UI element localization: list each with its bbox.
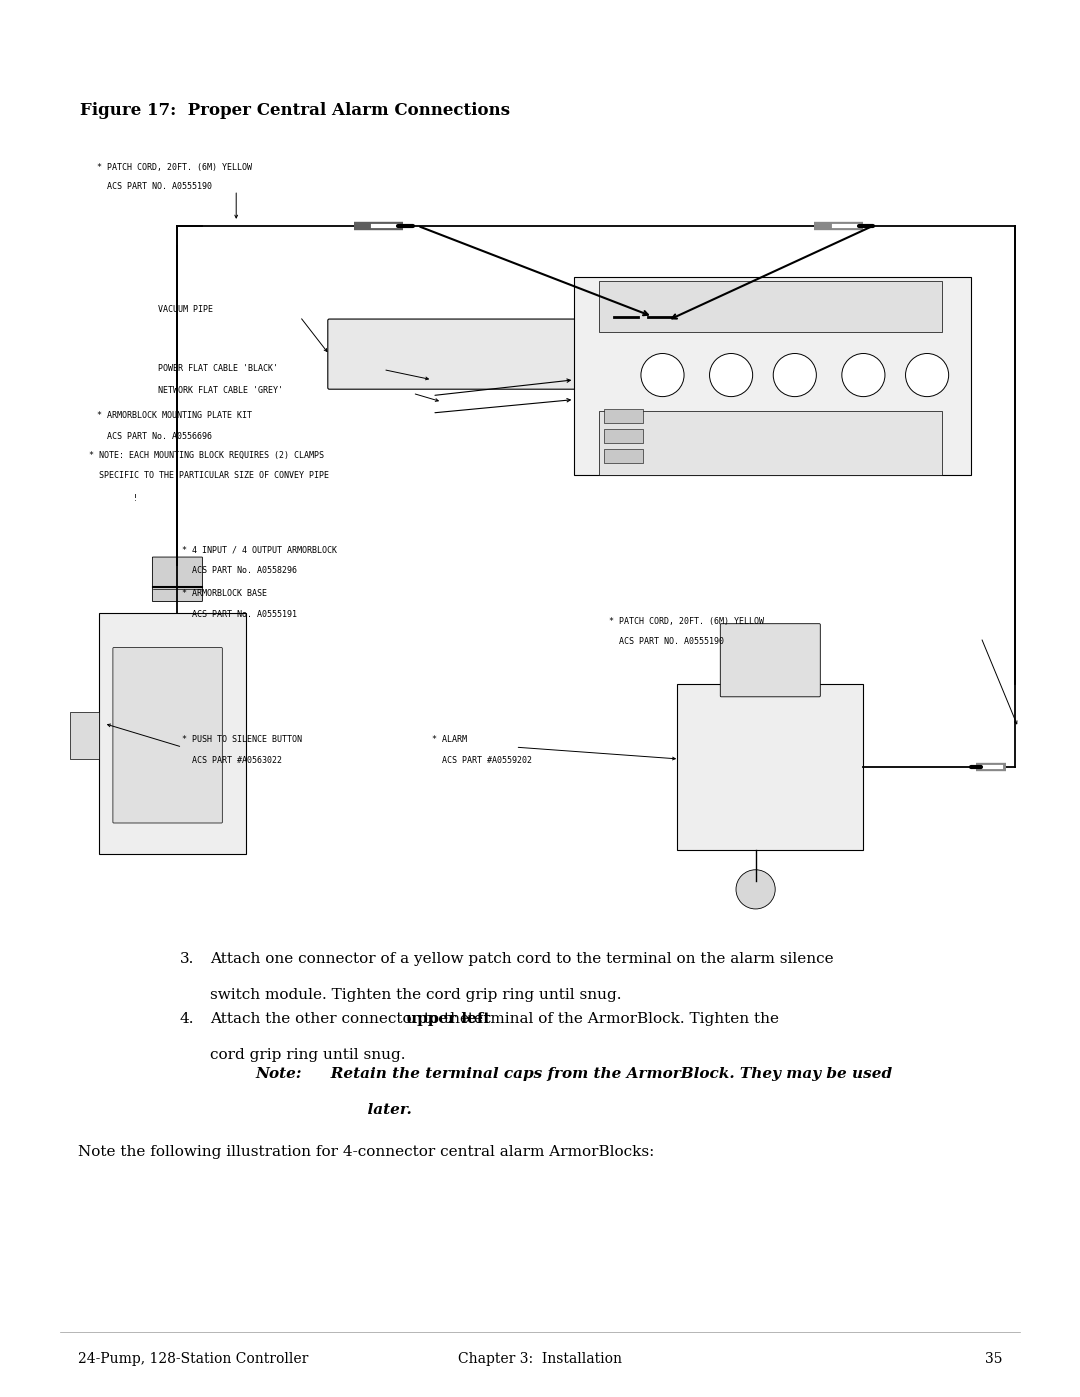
FancyBboxPatch shape bbox=[598, 411, 942, 475]
Text: cord grip ring until snug.: cord grip ring until snug. bbox=[210, 1048, 405, 1062]
Text: * PATCH CORD, 20FT. (6M) YELLOW: * PATCH CORD, 20FT. (6M) YELLOW bbox=[609, 617, 764, 626]
FancyBboxPatch shape bbox=[720, 623, 821, 697]
Text: * PUSH TO SILENCE BUTTON: * PUSH TO SILENCE BUTTON bbox=[183, 735, 302, 745]
Text: 3.: 3. bbox=[180, 951, 194, 965]
Text: 35: 35 bbox=[985, 1352, 1002, 1366]
Text: ACS PART NO. A0555190: ACS PART NO. A0555190 bbox=[97, 182, 212, 191]
Text: Note:: Note: bbox=[255, 1067, 301, 1081]
Circle shape bbox=[773, 353, 816, 397]
Text: Chapter 3:  Installation: Chapter 3: Installation bbox=[458, 1352, 622, 1366]
Text: ACS PART No. A0556696: ACS PART No. A0556696 bbox=[97, 432, 212, 441]
Text: * ARMORBLOCK BASE: * ARMORBLOCK BASE bbox=[183, 590, 268, 598]
Text: Attach the other connector to the: Attach the other connector to the bbox=[210, 1011, 474, 1025]
FancyBboxPatch shape bbox=[604, 409, 643, 423]
Circle shape bbox=[640, 353, 684, 397]
Text: * NOTE: EACH MOUNTING BLOCK REQUIRES (2) CLAMPS: * NOTE: EACH MOUNTING BLOCK REQUIRES (2)… bbox=[90, 451, 324, 460]
FancyBboxPatch shape bbox=[99, 613, 246, 854]
Circle shape bbox=[841, 353, 885, 397]
Circle shape bbox=[735, 870, 775, 909]
FancyBboxPatch shape bbox=[113, 648, 222, 823]
Circle shape bbox=[710, 353, 753, 397]
Text: POWER FLAT CABLE 'BLACK': POWER FLAT CABLE 'BLACK' bbox=[158, 365, 278, 373]
Text: ACS PART No. A0555191: ACS PART No. A0555191 bbox=[183, 609, 297, 619]
Text: ACS PART NO. A0555190: ACS PART NO. A0555190 bbox=[609, 637, 724, 647]
FancyBboxPatch shape bbox=[575, 277, 971, 475]
Text: VACUUM PIPE: VACUUM PIPE bbox=[158, 305, 213, 314]
Text: Attach one connector of a yellow patch cord to the terminal on the alarm silence: Attach one connector of a yellow patch c… bbox=[210, 951, 834, 965]
Text: Figure 17:  Proper Central Alarm Connections: Figure 17: Proper Central Alarm Connecti… bbox=[80, 102, 510, 119]
Circle shape bbox=[905, 353, 948, 397]
FancyBboxPatch shape bbox=[604, 448, 643, 462]
Text: * 4 INPUT / 4 OUTPUT ARMORBLOCK: * 4 INPUT / 4 OUTPUT ARMORBLOCK bbox=[183, 546, 337, 555]
FancyBboxPatch shape bbox=[598, 281, 942, 332]
Text: * ARMORBLOCK MOUNTING PLATE KIT: * ARMORBLOCK MOUNTING PLATE KIT bbox=[97, 411, 252, 420]
Text: Retain the terminal caps from the ArmorBlock. They may be used: Retain the terminal caps from the ArmorB… bbox=[315, 1067, 892, 1081]
Text: switch module. Tighten the cord grip ring until snug.: switch module. Tighten the cord grip rin… bbox=[210, 988, 621, 1002]
Text: * ALARM: * ALARM bbox=[432, 735, 468, 745]
Text: !: ! bbox=[133, 495, 138, 503]
Text: 4.: 4. bbox=[180, 1011, 194, 1025]
Text: * PATCH CORD, 20FT. (6M) YELLOW: * PATCH CORD, 20FT. (6M) YELLOW bbox=[97, 162, 252, 172]
Text: Note the following illustration for 4-connector central alarm ArmorBlocks:: Note the following illustration for 4-co… bbox=[78, 1146, 654, 1160]
Text: SPECIFIC TO THE PARTICULAR SIZE OF CONVEY PIPE: SPECIFIC TO THE PARTICULAR SIZE OF CONVE… bbox=[90, 471, 329, 481]
FancyBboxPatch shape bbox=[328, 319, 585, 390]
FancyBboxPatch shape bbox=[152, 557, 202, 602]
Text: ACS PART #A0563022: ACS PART #A0563022 bbox=[183, 756, 282, 764]
Text: ACS PART No. A0558296: ACS PART No. A0558296 bbox=[183, 566, 297, 576]
Text: 24-Pump, 128-Station Controller: 24-Pump, 128-Station Controller bbox=[78, 1352, 309, 1366]
Text: later.: later. bbox=[315, 1104, 411, 1118]
Text: upper left: upper left bbox=[405, 1011, 490, 1025]
FancyBboxPatch shape bbox=[677, 685, 863, 849]
Text: terminal of the ArmorBlock. Tighten the: terminal of the ArmorBlock. Tighten the bbox=[463, 1011, 779, 1025]
FancyBboxPatch shape bbox=[604, 429, 643, 443]
Text: ACS PART #A0559202: ACS PART #A0559202 bbox=[432, 756, 532, 764]
FancyBboxPatch shape bbox=[69, 711, 99, 759]
Text: NETWORK FLAT CABLE 'GREY': NETWORK FLAT CABLE 'GREY' bbox=[158, 386, 283, 395]
